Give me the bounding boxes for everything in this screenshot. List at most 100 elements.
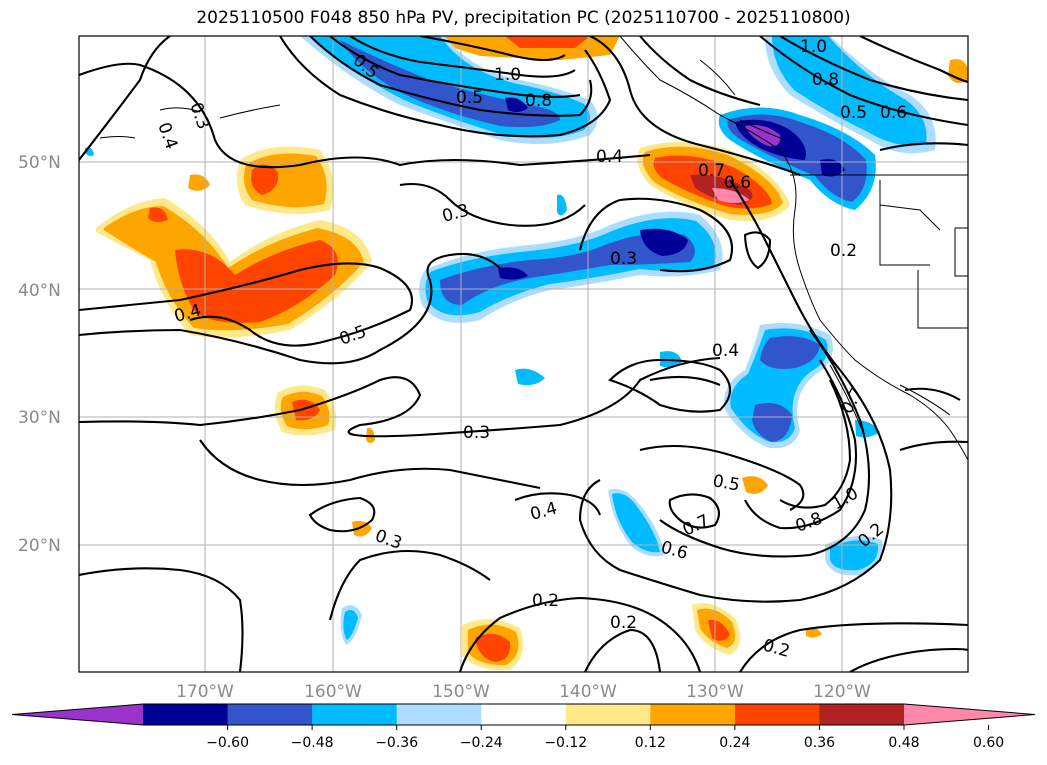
lon-label: 130°W — [686, 682, 744, 702]
pv-contour — [639, 444, 805, 511]
pv-contour — [759, 36, 968, 127]
pv-contour — [589, 36, 801, 176]
colorbar-tick-label: −0.24 — [460, 735, 503, 751]
precip-negative-region — [505, 97, 528, 113]
pv-contour — [79, 262, 414, 347]
precip-negative-region — [760, 336, 820, 369]
pv-contour — [859, 36, 968, 84]
precip-negative-region — [343, 610, 358, 640]
precip-negative-region — [772, 36, 927, 146]
pv-contour — [639, 36, 761, 107]
pv-contour — [79, 62, 651, 169]
contour-label: 0.5 — [711, 471, 741, 495]
pv-contour — [578, 197, 734, 273]
colorbar-segment — [312, 704, 398, 725]
pv-contour — [668, 493, 721, 529]
pv-contour-layer — [79, 36, 968, 672]
pv-contour — [743, 231, 772, 270]
contour-label: 0.3 — [463, 423, 490, 443]
pv-contour — [349, 36, 576, 78]
precip-negative-region — [515, 368, 545, 386]
contour-label: 0.7 — [698, 161, 725, 181]
coastline-layer — [99, 36, 968, 461]
pv-contour — [79, 252, 501, 365]
precip-positive-region — [806, 627, 822, 638]
colorbar-tick-label: −0.12 — [544, 735, 587, 751]
precip-fill-layer — [85, 36, 968, 671]
colorbar-extend-min — [12, 704, 143, 725]
colorbar-segment — [819, 704, 905, 725]
precip-positive-region — [708, 619, 730, 641]
pv-contour — [79, 36, 171, 161]
contour-label: 0.4 — [712, 341, 739, 361]
pv-contour — [199, 439, 541, 490]
colorbar-segment — [227, 704, 313, 725]
pv-contour — [739, 622, 968, 672]
contour-label: 0.6 — [880, 103, 907, 123]
pv-contour — [899, 440, 968, 451]
lon-label: 140°W — [559, 682, 617, 702]
pv-contour — [514, 492, 601, 516]
precip-negative-region — [557, 194, 567, 216]
pv-contour — [308, 496, 376, 533]
pv-contour — [659, 329, 871, 558]
pv-contour — [584, 628, 662, 672]
contour-label: 0.4 — [596, 147, 623, 167]
colorbar-segment — [143, 704, 229, 725]
colorbar: −0.60 −0.48 −0.36 −0.24 −0.12 0.12 0.24 0.36 0.4… — [11, 703, 1036, 751]
colorbar-outline — [11, 703, 1036, 726]
pv-contour — [779, 36, 968, 102]
precip-negative-region — [340, 40, 560, 128]
precip-negative-region — [640, 228, 688, 256]
pv-contour — [79, 567, 244, 672]
pv-contour — [329, 36, 581, 98]
contour-label: 0.6 — [724, 173, 751, 193]
pv-contour — [779, 379, 852, 509]
colorbar-segment — [396, 704, 482, 725]
latitude-labels: 50°N 40°N 30°N 20°N — [18, 153, 61, 556]
colorbar-tick-label: 0.60 — [973, 735, 1004, 751]
contour-label: 0.2 — [532, 591, 559, 611]
pv-contour — [849, 647, 968, 672]
graticule — [79, 36, 968, 672]
pv-contour — [904, 387, 961, 401]
precip-negative-region — [612, 493, 660, 553]
lon-label: 120°W — [813, 682, 871, 702]
pv-contour — [419, 36, 566, 62]
precip-negative-region — [820, 159, 845, 177]
lat-label: 20°N — [18, 536, 61, 556]
colorbar-tick-label: 0.48 — [888, 735, 919, 751]
colorbar-tick-label: 0.36 — [804, 735, 835, 751]
colorbar-segment — [734, 704, 820, 725]
colorbar-tick-label: −0.48 — [291, 735, 334, 751]
pv-contour — [399, 183, 586, 227]
precip-positive-region — [712, 188, 750, 203]
contour-label: 0.2 — [610, 613, 637, 633]
precip-positive-region — [475, 633, 511, 662]
colorbar-segment — [565, 704, 651, 725]
contour-label: 0.8 — [812, 70, 839, 90]
contour-label: 0.5 — [456, 88, 483, 108]
map-frame — [78, 35, 969, 673]
contour-label: 0.5 — [840, 103, 867, 123]
colorbar-tick-label: 0.24 — [719, 735, 750, 751]
colorbar-segment — [650, 704, 736, 725]
pv-contour — [328, 549, 491, 621]
contour-label: 0.2 — [830, 241, 857, 261]
pv-contour — [879, 142, 968, 152]
contour-label: 0.8 — [525, 91, 552, 111]
colorbar-extend-max — [904, 704, 1035, 725]
pv-contour — [79, 356, 721, 438]
colorbar-tick-label: −0.60 — [206, 735, 249, 751]
precip-positive-region — [148, 207, 168, 223]
precip-positive-region — [251, 164, 279, 195]
lat-label: 30°N — [18, 408, 61, 428]
pv-contour — [649, 375, 721, 386]
figure-title: 2025110500 F048 850 hPa PV, precipitatio… — [196, 8, 851, 28]
colorbar-tick-label: −0.36 — [375, 735, 418, 751]
lon-label: 170°W — [176, 682, 234, 702]
contour-label: 1.0 — [494, 65, 521, 85]
precip-negative-region — [498, 267, 528, 280]
lon-label: 160°W — [304, 682, 362, 702]
